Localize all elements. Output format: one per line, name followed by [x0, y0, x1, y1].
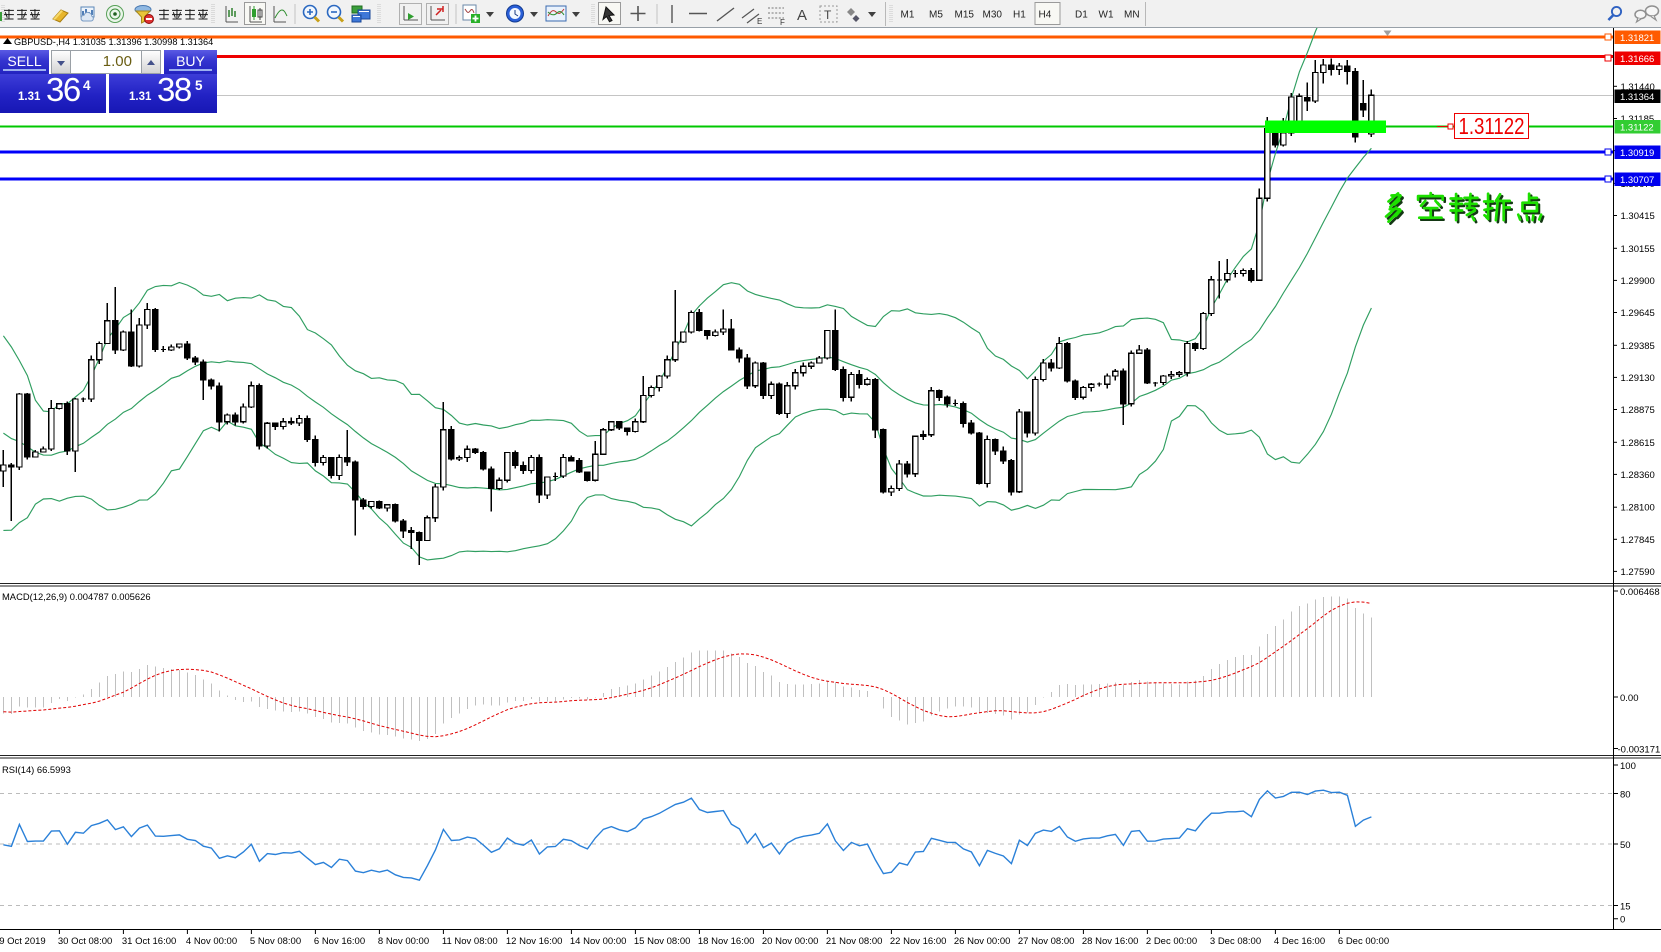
svg-text:31 Oct 16:00: 31 Oct 16:00	[122, 936, 176, 947]
svg-text:1.29645: 1.29645	[1621, 308, 1655, 319]
svg-text:1.30415: 1.30415	[1621, 211, 1655, 222]
svg-text:14 Nov 00:00: 14 Nov 00:00	[570, 936, 627, 947]
svg-text:28 Nov 16:00: 28 Nov 16:00	[1082, 936, 1139, 947]
svg-text:12 Nov 16:00: 12 Nov 16:00	[506, 936, 563, 947]
svg-text:E: E	[757, 17, 762, 26]
svg-text:1.28615: 1.28615	[1621, 438, 1655, 449]
svg-text:1.30155: 1.30155	[1621, 244, 1655, 255]
svg-text:1.31440: 1.31440	[1621, 82, 1655, 93]
svg-text:8 Nov 00:00: 8 Nov 00:00	[378, 936, 429, 947]
svg-text:6 Nov 16:00: 6 Nov 16:00	[314, 936, 365, 947]
svg-text:1.30707: 1.30707	[1620, 175, 1654, 186]
svg-text:1.31364: 1.31364	[1620, 92, 1654, 103]
svg-text:29 Oct 2019: 29 Oct 2019	[0, 936, 46, 947]
svg-text:1.29900: 1.29900	[1621, 276, 1655, 287]
svg-text:GBPUSD-,H4 1.31035 1.31396 1.: GBPUSD-,H4 1.31035 1.31396 1.30998 1.313…	[14, 37, 213, 47]
svg-text:11 Nov 08:00: 11 Nov 08:00	[442, 936, 498, 947]
svg-text:0.006468: 0.006468	[1620, 587, 1660, 598]
svg-text:M30: M30	[983, 10, 1003, 21]
svg-text:5 Nov 08:00: 5 Nov 08:00	[250, 936, 301, 947]
svg-text:M1: M1	[901, 10, 915, 21]
svg-text:15 Nov 08:00: 15 Nov 08:00	[634, 936, 691, 947]
svg-text:H1: H1	[1013, 10, 1026, 21]
svg-text:RSI(14) 66.5993: RSI(14) 66.5993	[2, 764, 71, 775]
svg-text:100: 100	[1620, 761, 1636, 772]
svg-text:1.30919: 1.30919	[1620, 148, 1654, 159]
svg-text:27 Nov 08:00: 27 Nov 08:00	[1018, 936, 1075, 947]
svg-text:1.31122: 1.31122	[1620, 123, 1654, 134]
svg-text:50: 50	[1620, 840, 1631, 851]
svg-text:1.27590: 1.27590	[1621, 567, 1655, 578]
svg-text:18 Nov 16:00: 18 Nov 16:00	[698, 936, 755, 947]
svg-text:30 Oct 08:00: 30 Oct 08:00	[58, 936, 112, 947]
svg-text:2 Dec 00:00: 2 Dec 00:00	[1146, 936, 1197, 947]
svg-text:22 Nov 16:00: 22 Nov 16:00	[890, 936, 947, 947]
svg-text:A: A	[797, 7, 807, 24]
svg-text:26 Nov 00:00: 26 Nov 00:00	[954, 936, 1011, 947]
svg-text:MN: MN	[1124, 10, 1140, 21]
svg-text:1.27845: 1.27845	[1621, 535, 1655, 546]
svg-text:H4: H4	[1039, 10, 1052, 21]
svg-text:M15: M15	[955, 10, 975, 21]
svg-text:6 Dec 00:00: 6 Dec 00:00	[1338, 936, 1389, 947]
svg-text:1.28875: 1.28875	[1621, 405, 1655, 416]
svg-text:-0.003171: -0.003171	[1618, 745, 1661, 756]
svg-text:0.00: 0.00	[1620, 693, 1639, 704]
svg-text:1.31821: 1.31821	[1620, 33, 1654, 44]
svg-text:1.31185: 1.31185	[1621, 114, 1655, 125]
svg-text:1.31122: 1.31122	[1459, 113, 1525, 139]
svg-text:1.29130: 1.29130	[1621, 373, 1655, 384]
svg-text:W1: W1	[1099, 10, 1114, 21]
svg-text:15: 15	[1620, 902, 1631, 913]
svg-text:1.28360: 1.28360	[1621, 470, 1655, 481]
svg-text:4 Nov 00:00: 4 Nov 00:00	[186, 936, 237, 947]
svg-text:MACD(12,26,9) 0.004787 0.00562: MACD(12,26,9) 0.004787 0.005626	[2, 591, 151, 602]
svg-text:1.29385: 1.29385	[1621, 341, 1655, 352]
svg-text:80: 80	[1620, 790, 1631, 801]
svg-text:20 Nov 00:00: 20 Nov 00:00	[762, 936, 819, 947]
svg-text:4 Dec 16:00: 4 Dec 16:00	[1274, 936, 1325, 947]
svg-text:F: F	[780, 18, 785, 27]
svg-text:T: T	[824, 8, 832, 22]
svg-text:1.28100: 1.28100	[1621, 503, 1655, 514]
svg-text:M5: M5	[929, 10, 943, 21]
svg-text:21 Nov 08:00: 21 Nov 08:00	[826, 936, 883, 947]
svg-text:D1: D1	[1075, 10, 1088, 21]
svg-text:1.31666: 1.31666	[1620, 54, 1654, 65]
svg-text:3 Dec 08:00: 3 Dec 08:00	[1210, 936, 1261, 947]
svg-text:0: 0	[1620, 915, 1625, 926]
